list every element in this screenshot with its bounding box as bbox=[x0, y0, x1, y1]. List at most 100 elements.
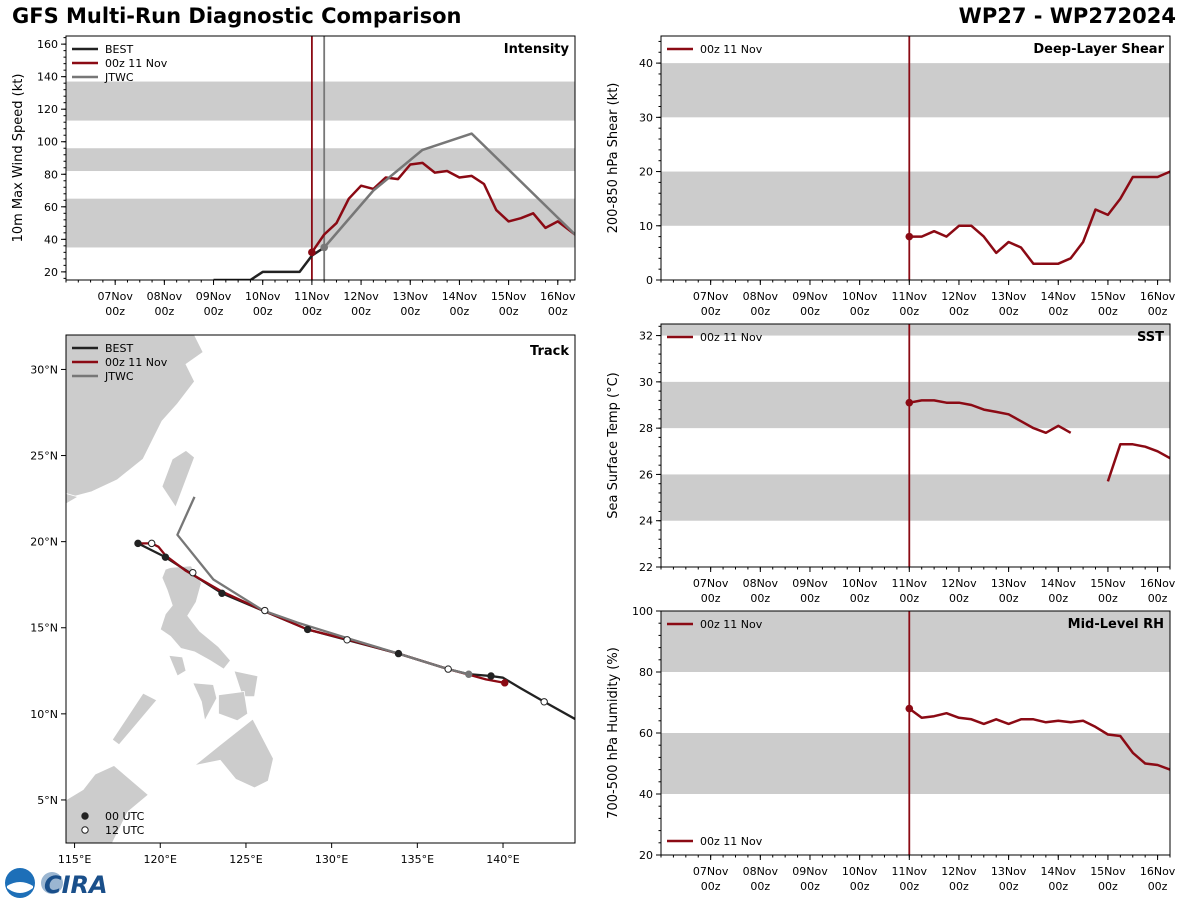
series-line-intensity-1 bbox=[310, 161, 575, 254]
x-tick-date-intensity: 10Nov bbox=[245, 290, 281, 303]
chart-rh: 20 40 60 80 100 07Nov 00z 08Nov 00z 09Nov 00z 10Nov… bbox=[606, 605, 1176, 893]
x-tick-date-sst: 14Nov bbox=[1041, 577, 1077, 590]
track-marker-3 bbox=[303, 625, 312, 634]
y-tick-label-intensity: 60 bbox=[44, 201, 58, 214]
x-tick-date-intensity: 13Nov bbox=[393, 290, 429, 303]
marker-legend-label-0: 00 UTC bbox=[105, 810, 145, 823]
series-line-sst-0 bbox=[909, 399, 1072, 435]
x-tick-hour-sst: 00z bbox=[899, 592, 919, 605]
x-tick-hour-intensity: 00z bbox=[253, 305, 273, 318]
track-marker-13 bbox=[540, 698, 548, 706]
x-tick-date-intensity: 07Nov bbox=[97, 290, 133, 303]
band-sst-2 bbox=[661, 324, 1170, 336]
page-title: GFS Multi-Run Diagnostic Comparison bbox=[12, 4, 462, 28]
x-tick-hour-intensity: 00z bbox=[548, 305, 568, 318]
y-tick-label-track: 5°N bbox=[37, 794, 58, 807]
band-sst-0 bbox=[661, 474, 1170, 521]
x-tick-hour-sst: 00z bbox=[850, 592, 870, 605]
x-tick-hour-intensity: 00z bbox=[351, 305, 371, 318]
plot-area-rh bbox=[905, 611, 1170, 855]
y-tick-label-intensity: 20 bbox=[44, 266, 58, 279]
y-tick-label-shear: 40 bbox=[639, 57, 653, 70]
chart-intensity: 20 40 60 80 100 120 140 160 07Nov 00z 08Nov 00z 09No… bbox=[11, 35, 576, 318]
land-china-coast bbox=[66, 335, 272, 500]
x-tick-hour-sst: 00z bbox=[949, 592, 969, 605]
x-tick-hour-shear: 00z bbox=[1048, 305, 1068, 318]
chart-sst: 22 24 26 28 30 32 07Nov 00z 08Nov 00z 09Nov 00z 10No… bbox=[606, 323, 1176, 605]
storm-id: WP27 - WP272024 bbox=[958, 4, 1176, 28]
x-tick-label-track: 135°E bbox=[401, 853, 434, 866]
x-tick-hour-rh: 00z bbox=[1098, 880, 1118, 893]
x-tick-date-rh: 10Nov bbox=[842, 865, 878, 878]
series-line-intensity-2 bbox=[323, 132, 575, 249]
x-tick-date-rh: 13Nov bbox=[991, 865, 1027, 878]
x-tick-date-sst: 09Nov bbox=[792, 577, 828, 590]
legend-label-intensity-0: BEST bbox=[105, 43, 133, 56]
x-tick-hour-shear: 00z bbox=[1148, 305, 1168, 318]
land-mindoro bbox=[168, 654, 187, 677]
plot-area-sst bbox=[905, 324, 1170, 567]
track-marker-9 bbox=[189, 568, 197, 577]
x-tick-date-sst: 12Nov bbox=[941, 577, 977, 590]
legend-label-track-0: BEST bbox=[105, 342, 133, 355]
band-sst-1 bbox=[661, 381, 1170, 429]
legend-label-track-2: JTWC bbox=[104, 370, 134, 383]
x-tick-date-shear: 16Nov bbox=[1140, 290, 1176, 303]
series-start-marker-intensity-1 bbox=[308, 248, 316, 257]
x-tick-date-sst: 08Nov bbox=[743, 577, 779, 590]
y-tick-label-track: 20°N bbox=[30, 536, 58, 549]
band-rh-0 bbox=[661, 733, 1170, 794]
x-tick-date-intensity: 14Nov bbox=[442, 290, 478, 303]
legend-label-rh-0: 00z 11 Nov bbox=[700, 618, 763, 631]
x-tick-label-track: 140°E bbox=[486, 853, 519, 866]
series-start-marker-intensity-2 bbox=[320, 243, 328, 252]
y-tick-label-rh: 80 bbox=[639, 666, 653, 679]
y-axis-label-rh: 700-500 hPa Humidity (%) bbox=[606, 647, 621, 819]
series-line-sst-1 bbox=[1106, 443, 1170, 482]
x-tick-hour-rh: 00z bbox=[750, 880, 770, 893]
x-tick-hour-intensity: 00z bbox=[105, 305, 125, 318]
x-tick-date-intensity: 09Nov bbox=[196, 290, 232, 303]
y-tick-label-rh: 60 bbox=[639, 727, 653, 740]
band-shear-1 bbox=[661, 63, 1170, 118]
track-marker-10 bbox=[261, 606, 269, 615]
land-taiwan bbox=[161, 449, 195, 509]
x-tick-hour-intensity: 00z bbox=[204, 305, 224, 318]
legend-label-intensity-1: 00z 11 Nov bbox=[105, 57, 168, 70]
x-tick-date-shear: 07Nov bbox=[693, 290, 729, 303]
cira-globe-icon bbox=[41, 872, 63, 894]
series-line-shear-0 bbox=[909, 170, 1170, 265]
x-tick-date-shear: 14Nov bbox=[1041, 290, 1077, 303]
y-tick-label-intensity: 160 bbox=[37, 38, 58, 51]
track-marker-12 bbox=[444, 665, 452, 673]
x-tick-date-intensity: 11Nov bbox=[294, 290, 330, 303]
x-tick-hour-rh: 00z bbox=[999, 880, 1019, 893]
band-shear-0 bbox=[661, 171, 1170, 226]
marker-legend-symbol-1 bbox=[81, 826, 89, 834]
x-tick-hour-sst: 00z bbox=[999, 592, 1019, 605]
track-marker-0 bbox=[134, 539, 142, 548]
y-axis-label-sst: Sea Surface Temp (°C) bbox=[606, 372, 621, 519]
axes-frame-sst bbox=[660, 323, 1171, 568]
x-tick-date-intensity: 08Nov bbox=[147, 290, 183, 303]
x-tick-hour-shear: 00z bbox=[899, 305, 919, 318]
x-tick-hour-shear: 00z bbox=[850, 305, 870, 318]
x-tick-date-sst: 10Nov bbox=[842, 577, 878, 590]
x-tick-date-rh: 09Nov bbox=[792, 865, 828, 878]
x-tick-label-track: 130°E bbox=[315, 853, 348, 866]
x-tick-date-shear: 11Nov bbox=[892, 290, 928, 303]
band-intensity-2 bbox=[66, 81, 575, 121]
x-tick-date-shear: 09Nov bbox=[792, 290, 828, 303]
x-tick-date-sst: 16Nov bbox=[1140, 577, 1176, 590]
noaa-wave-icon bbox=[7, 882, 33, 893]
y-tick-label-intensity: 120 bbox=[37, 103, 58, 116]
band-intensity-1 bbox=[66, 148, 575, 172]
legend-label-track-1: 00z 11 Nov bbox=[105, 356, 168, 369]
axes-frame-intensity bbox=[65, 35, 576, 281]
land-cebu-leyte-bohol bbox=[218, 691, 249, 722]
y-tick-label-intensity: 40 bbox=[44, 233, 58, 246]
x-tick-date-rh: 14Nov bbox=[1041, 865, 1077, 878]
track-marker-5 bbox=[465, 670, 473, 678]
land-luzon bbox=[159, 565, 232, 670]
